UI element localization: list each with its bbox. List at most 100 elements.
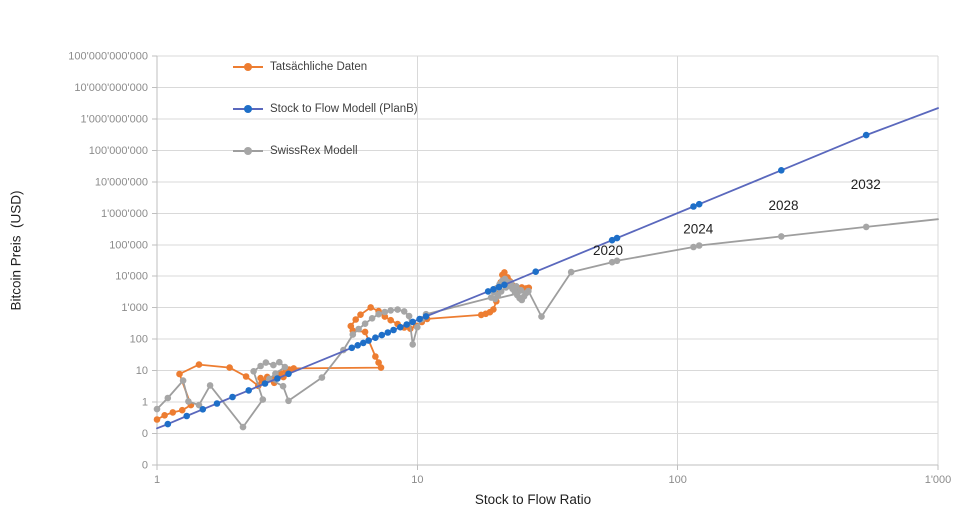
- data-point-swissrex-modell[interactable]: [276, 358, 283, 366]
- data-point-swissrex-modell[interactable]: [262, 359, 270, 366]
- data-point-tatsaechliche-daten[interactable]: [361, 328, 369, 336]
- data-point-swissrex-modell[interactable]: [368, 315, 376, 322]
- data-point-tatsaechliche-daten[interactable]: [169, 409, 177, 416]
- data-point-stock-to-flow-modell-planb[interactable]: [778, 167, 785, 174]
- data-point-swissrex-modell[interactable]: [349, 331, 357, 338]
- data-point-swissrex-modell[interactable]: [195, 401, 203, 409]
- data-point-stock-to-flow-modell-planb[interactable]: [490, 286, 497, 293]
- data-point-swissrex-modell[interactable]: [206, 382, 214, 389]
- data-point-tatsaechliche-daten[interactable]: [490, 306, 497, 313]
- data-point-stock-to-flow-modell-planb[interactable]: [422, 313, 430, 320]
- data-point-stock-to-flow-modell-planb[interactable]: [484, 288, 492, 295]
- data-point-swissrex-modell[interactable]: [567, 268, 575, 276]
- data-point-tatsaechliche-daten[interactable]: [501, 269, 508, 276]
- data-point-swissrex-modell[interactable]: [394, 306, 401, 313]
- data-point-tatsaechliche-daten[interactable]: [387, 316, 395, 324]
- data-point-stock-to-flow-modell-planb[interactable]: [695, 200, 703, 208]
- data-point-swissrex-modell[interactable]: [361, 320, 369, 328]
- legend-item-tatsaechliche-daten[interactable]: Tatsächliche Daten: [233, 60, 418, 74]
- data-point-stock-to-flow-modell-planb[interactable]: [360, 339, 367, 347]
- series-tatsaechliche-daten[interactable]: [153, 269, 533, 423]
- data-point-swissrex-modell[interactable]: [179, 377, 187, 384]
- data-point-tatsaechliche-daten[interactable]: [347, 322, 355, 330]
- data-point-tatsaechliche-daten[interactable]: [372, 353, 379, 360]
- data-point-swissrex-modell[interactable]: [257, 362, 264, 370]
- data-point-tatsaechliche-daten[interactable]: [352, 316, 360, 323]
- data-point-swissrex-modell[interactable]: [690, 243, 697, 251]
- data-point-stock-to-flow-modell-planb[interactable]: [690, 203, 697, 210]
- data-point-swissrex-modell[interactable]: [613, 257, 621, 265]
- data-point-swissrex-modell[interactable]: [250, 368, 257, 375]
- series-swissrex-modell[interactable]: [153, 218, 939, 431]
- series-stock-to-flow-modell-planb[interactable]: [156, 107, 939, 430]
- data-point-swissrex-modell[interactable]: [185, 398, 192, 405]
- data-point-stock-to-flow-modell-planb[interactable]: [261, 380, 269, 387]
- data-point-stock-to-flow-modell-planb[interactable]: [274, 375, 281, 382]
- data-point-swissrex-modell[interactable]: [164, 394, 172, 402]
- data-point-stock-to-flow-modell-planb[interactable]: [384, 329, 392, 336]
- data-point-tatsaechliche-daten[interactable]: [381, 313, 389, 320]
- data-point-tatsaechliche-daten[interactable]: [242, 373, 250, 380]
- data-point-swissrex-modell[interactable]: [381, 308, 389, 316]
- data-point-stock-to-flow-modell-planb[interactable]: [348, 344, 356, 352]
- data-point-swissrex-modell[interactable]: [270, 361, 277, 369]
- data-point-stock-to-flow-modell-planb[interactable]: [501, 281, 508, 289]
- data-point-tatsaechliche-daten[interactable]: [226, 364, 233, 371]
- data-point-stock-to-flow-modell-planb[interactable]: [164, 420, 172, 428]
- data-point-swissrex-modell[interactable]: [153, 405, 161, 413]
- data-point-swissrex-modell[interactable]: [517, 286, 525, 294]
- data-point-swissrex-modell[interactable]: [695, 242, 703, 249]
- data-point-stock-to-flow-modell-planb[interactable]: [229, 393, 236, 401]
- data-point-swissrex-modell[interactable]: [778, 233, 785, 240]
- data-point-swissrex-modell[interactable]: [375, 310, 382, 318]
- data-point-swissrex-modell[interactable]: [414, 323, 421, 331]
- data-point-swissrex-modell[interactable]: [259, 396, 267, 403]
- annotations: 2020 2024 2028 2032: [593, 177, 881, 258]
- data-point-stock-to-flow-modell-planb[interactable]: [378, 331, 386, 339]
- data-point-stock-to-flow-modell-planb[interactable]: [532, 268, 539, 276]
- data-point-swissrex-modell[interactable]: [279, 382, 287, 390]
- data-point-swissrex-modell[interactable]: [525, 287, 532, 295]
- data-point-swissrex-modell[interactable]: [513, 283, 520, 290]
- data-point-stock-to-flow-modell-planb[interactable]: [372, 334, 379, 342]
- data-point-stock-to-flow-modell-planb[interactable]: [862, 131, 870, 139]
- data-point-stock-to-flow-modell-planb[interactable]: [365, 337, 372, 344]
- data-point-tatsaechliche-daten[interactable]: [153, 416, 161, 423]
- data-point-stock-to-flow-modell-planb[interactable]: [354, 342, 362, 349]
- data-point-swissrex-modell[interactable]: [318, 374, 326, 381]
- legend-item-stock-to-flow-modell-planb[interactable]: Stock to Flow Modell (PlanB): [233, 102, 418, 116]
- data-point-tatsaechliche-daten[interactable]: [377, 364, 385, 371]
- data-point-swissrex-modell[interactable]: [285, 397, 292, 405]
- data-point-stock-to-flow-modell-planb[interactable]: [285, 370, 292, 378]
- data-point-swissrex-modell[interactable]: [405, 312, 413, 320]
- data-point-swissrex-modell[interactable]: [538, 313, 545, 320]
- legend-item-swissrex-modell[interactable]: SwissRex Modell: [233, 144, 418, 158]
- data-point-stock-to-flow-modell-planb[interactable]: [390, 326, 397, 334]
- data-point-swissrex-modell[interactable]: [387, 307, 395, 314]
- data-point-swissrex-modell[interactable]: [239, 423, 247, 431]
- data-point-stock-to-flow-modell-planb[interactable]: [245, 387, 252, 394]
- data-point-tatsaechliche-daten[interactable]: [176, 370, 183, 378]
- data-point-stock-to-flow-modell-planb[interactable]: [199, 406, 207, 413]
- data-point-swissrex-modell[interactable]: [400, 308, 408, 315]
- data-point-stock-to-flow-modell-planb[interactable]: [409, 318, 417, 326]
- data-point-swissrex-modell[interactable]: [281, 363, 289, 371]
- data-point-tatsaechliche-daten[interactable]: [357, 311, 364, 319]
- data-point-stock-to-flow-modell-planb[interactable]: [495, 283, 503, 291]
- data-point-stock-to-flow-modell-planb[interactable]: [213, 400, 221, 407]
- data-point-tatsaechliche-daten[interactable]: [367, 304, 375, 311]
- svg-text:100'000'000'000: 100'000'000'000: [68, 51, 148, 63]
- data-point-swissrex-modell[interactable]: [355, 325, 362, 333]
- data-point-tatsaechliche-daten[interactable]: [178, 406, 186, 414]
- data-point-tatsaechliche-daten[interactable]: [375, 359, 382, 366]
- data-point-stock-to-flow-modell-planb[interactable]: [403, 321, 411, 328]
- data-point-swissrex-modell[interactable]: [862, 223, 870, 231]
- data-point-tatsaechliche-daten[interactable]: [195, 361, 203, 368]
- data-point-swissrex-modell[interactable]: [491, 295, 499, 303]
- data-point-stock-to-flow-modell-planb[interactable]: [416, 315, 423, 323]
- data-point-tatsaechliche-daten[interactable]: [161, 412, 168, 419]
- data-point-stock-to-flow-modell-planb[interactable]: [397, 323, 404, 331]
- data-point-swissrex-modell[interactable]: [409, 341, 417, 348]
- data-point-stock-to-flow-modell-planb[interactable]: [613, 234, 621, 242]
- data-point-stock-to-flow-modell-planb[interactable]: [183, 412, 190, 420]
